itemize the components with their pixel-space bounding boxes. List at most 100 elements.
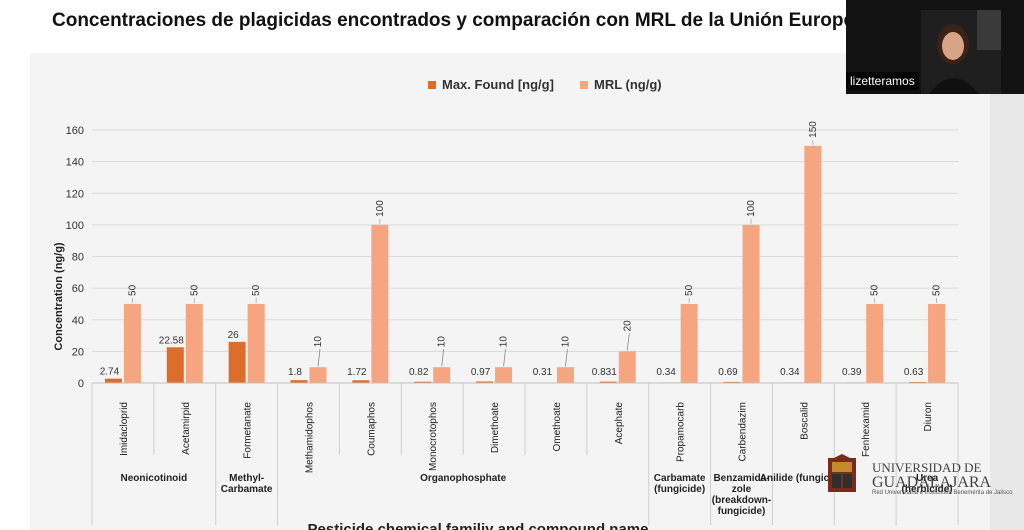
participant-name: lizetteramos <box>846 72 919 90</box>
group-label-line: Benzamida- <box>713 473 769 484</box>
data-label-max-found: 0.831 <box>592 367 617 378</box>
bar-mrl <box>433 367 451 383</box>
category-label: Formetanate <box>243 402 254 459</box>
bar-mrl <box>866 303 884 383</box>
group-label-line: (herbicide) <box>902 484 953 495</box>
group-label-line: Organophosphate <box>420 473 507 484</box>
data-label-max-found: 0.39 <box>842 367 862 378</box>
data-label-max-found: 1.72 <box>347 367 367 378</box>
group-label: Neonicotinoid <box>121 473 188 484</box>
x-axis-title: Pesticide chemical familiy and compound … <box>308 521 649 530</box>
logo-line3: Red Universitaria e Institución Beneméri… <box>872 490 1013 496</box>
category-label: Coumaphos <box>366 402 377 456</box>
y-tick-label: 100 <box>66 220 84 232</box>
bar-max-found <box>166 347 184 383</box>
group-label-line: (breakdown- <box>712 495 771 506</box>
group-label: Carbamate (fungicide) <box>654 473 706 495</box>
y-tick-label: 20 <box>72 346 84 358</box>
data-label-max-found: 0.97 <box>471 367 491 378</box>
category-label: Imidacloprid <box>119 402 130 456</box>
data-label-max-found: 0.34 <box>780 367 800 378</box>
data-label-leader <box>565 349 568 367</box>
category-label: Propamocarb <box>676 402 687 462</box>
category-label: Diuron <box>923 402 934 431</box>
data-label-mrl: 20 <box>622 320 633 332</box>
data-label-mrl: 50 <box>684 284 695 296</box>
data-label-leader <box>503 349 506 367</box>
data-label-max-found: 26 <box>228 330 240 341</box>
data-label-mrl: 150 <box>808 121 819 138</box>
y-tick-label: 0 <box>78 378 84 390</box>
bar-mrl <box>556 367 574 383</box>
data-label-mrl: 50 <box>932 284 943 296</box>
data-label-mrl: 50 <box>127 284 138 296</box>
data-label-mrl: 10 <box>499 336 510 348</box>
data-label-mrl: 10 <box>560 336 571 348</box>
slide-title: Concentraciones de plagicidas encontrado… <box>52 10 865 31</box>
bar-mrl <box>495 367 513 383</box>
category-label: Fenhexamid <box>861 402 872 457</box>
data-label-max-found: 0.34 <box>656 367 676 378</box>
group-label: Anilide (fungicide) <box>760 473 847 484</box>
participant-video[interactable]: lizetteramos <box>846 0 1024 94</box>
bar-max-found <box>414 381 432 383</box>
group-label-line: Carbamate <box>654 473 706 484</box>
university-logo: UNIVERSIDAD DE GUADALAJARA Red Universit… <box>822 454 1012 498</box>
y-tick-label: 160 <box>66 125 84 137</box>
data-label-leader <box>317 349 321 367</box>
group-label: Organophosphate <box>420 473 507 484</box>
category-label: Monocrotophos <box>428 402 439 471</box>
group-label: Benzamida-zole (breakdown-fungicide) <box>712 473 771 517</box>
data-label-mrl: 50 <box>189 284 200 296</box>
group-label-line: Carbamate <box>221 484 273 495</box>
data-label-max-found: 2.74 <box>100 367 120 378</box>
data-label-max-found: 22.58 <box>159 335 184 346</box>
bar-mrl <box>123 303 141 383</box>
bar-mrl <box>928 303 946 383</box>
bar-mrl <box>618 351 636 383</box>
bar-mrl <box>680 303 698 383</box>
y-tick-label: 80 <box>72 252 84 264</box>
bar-max-found <box>723 381 741 383</box>
bar-max-found <box>290 380 308 383</box>
bar-mrl <box>247 303 265 383</box>
y-tick-label: 60 <box>72 283 84 295</box>
category-label: Carbendazim <box>738 402 749 461</box>
group-label-line: Urea <box>916 473 939 484</box>
bar-max-found <box>228 341 246 383</box>
y-tick-label: 40 <box>72 315 84 327</box>
bar-mrl <box>309 367 327 383</box>
data-label-mrl: 100 <box>746 200 757 217</box>
data-label-leader <box>626 333 630 351</box>
category-label: Acephate <box>614 402 625 445</box>
y-tick-label: 140 <box>66 157 84 169</box>
bar-max-found <box>352 380 370 383</box>
data-label-mrl: 100 <box>375 200 386 217</box>
data-label-mrl: 50 <box>251 284 262 296</box>
group-label-line: Neonicotinoid <box>121 473 188 484</box>
bar-mrl <box>804 145 822 383</box>
data-label-max-found: 0.82 <box>409 367 429 378</box>
data-label-max-found: 0.31 <box>533 367 553 378</box>
chart-panel <box>30 53 990 530</box>
legend-swatch-max-found <box>428 81 436 89</box>
data-label-mrl: 10 <box>313 336 324 348</box>
group-label: Urea (herbicide) <box>902 473 953 495</box>
participant-image <box>921 10 1001 94</box>
legend-label-max-found: Max. Found [ng/g] <box>442 77 554 92</box>
group-label-line: Methyl- <box>229 473 264 484</box>
bar-mrl <box>371 224 389 383</box>
legend-label-mrl: MRL (ng/g) <box>594 77 662 92</box>
category-label: Boscalid <box>799 402 810 440</box>
y-axis-title: Concentration (ng/g) <box>53 242 65 350</box>
bar-max-found <box>476 381 494 383</box>
y-tick-label: 120 <box>66 188 84 200</box>
category-label: Methamidophos <box>305 402 316 473</box>
data-label-max-found: 0.69 <box>718 367 738 378</box>
slide-edge <box>990 53 1024 530</box>
logo-line2: GUADALAJARA <box>872 474 992 491</box>
data-label-max-found: 0.63 <box>904 367 924 378</box>
data-label-mrl: 50 <box>870 284 881 296</box>
university-seal-icon <box>828 454 856 492</box>
